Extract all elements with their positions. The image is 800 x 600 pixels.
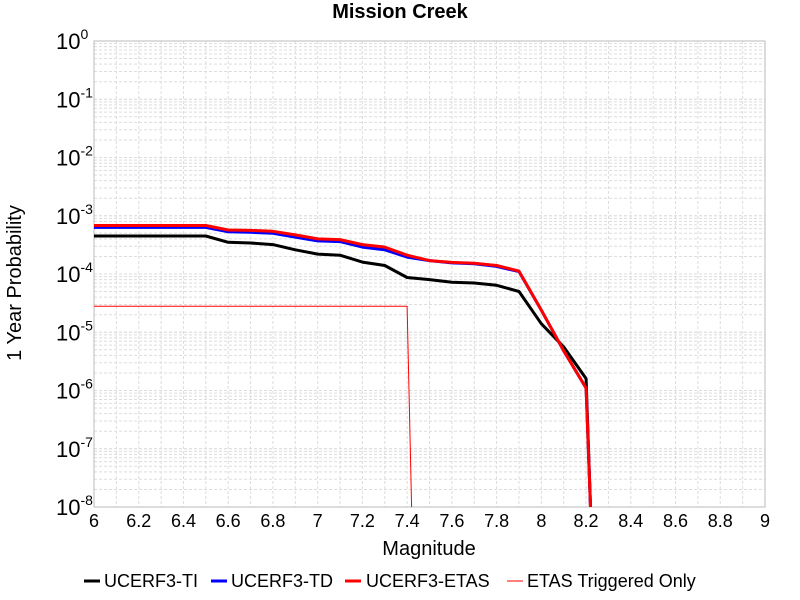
x-tick-label: 8.4	[618, 511, 643, 531]
x-tick-label: 7.6	[439, 511, 464, 531]
y-tick-label: 10-6	[56, 376, 93, 404]
y-tick-label: 10-4	[56, 259, 93, 287]
series-line-3	[94, 224, 592, 508]
y-tick-label: 10-2	[56, 143, 93, 171]
y-tick-label: 10-1	[56, 84, 93, 112]
x-tick-label: 7.4	[395, 511, 420, 531]
series-layer	[94, 224, 592, 508]
x-tick-label: 6.8	[260, 511, 285, 531]
series-line-1	[94, 234, 592, 508]
x-axis: 6 6.2 6.4 6.6 6.8 7 7.2 7.4 7.6 7.8 8 8.2 8.4 8.6 8.8 9	[89, 511, 770, 531]
y-axis: 10-8 10-7 10-6 10-5 10-4 10-3 10-2 10-1 100	[56, 26, 93, 520]
x-tick-label: 6	[89, 511, 99, 531]
x-tick-label: 6.6	[216, 511, 241, 531]
legend: UCERF3-TI UCERF3-TD UCERF3-ETAS ETAS Trigge…	[84, 571, 696, 591]
y-tick-label: 100	[56, 26, 88, 54]
x-axis-title: Magnitude	[382, 538, 475, 560]
legend-label: UCERF3-TD	[231, 571, 333, 591]
x-tick-label: 7.8	[484, 511, 509, 531]
x-tick-label: 7.2	[350, 511, 375, 531]
y-tick-label: 10-5	[56, 317, 93, 345]
x-tick-label: 7	[313, 511, 323, 531]
x-tick-label: 9	[760, 511, 770, 531]
legend-label: UCERF3-ETAS	[366, 571, 490, 591]
x-tick-label: 8.6	[663, 511, 688, 531]
chart-title: Mission Creek	[332, 1, 468, 23]
y-tick-label: 10-7	[56, 434, 93, 462]
x-tick-label: 8.8	[708, 511, 733, 531]
y-tick-label: 10-8	[56, 492, 93, 520]
legend-label: UCERF3-TI	[104, 571, 198, 591]
grid	[94, 40, 765, 508]
x-tick-label: 6.4	[171, 511, 196, 531]
y-tick-label: 10-3	[56, 201, 93, 229]
y-axis-title: 1 Year Probability	[4, 205, 26, 361]
legend-label: ETAS Triggered Only	[527, 571, 696, 591]
plot-frame	[93, 40, 766, 508]
x-tick-label: 6.2	[126, 511, 151, 531]
x-tick-label: 8.2	[574, 511, 599, 531]
x-tick-label: 8	[536, 511, 546, 531]
series-line-4	[94, 305, 413, 508]
